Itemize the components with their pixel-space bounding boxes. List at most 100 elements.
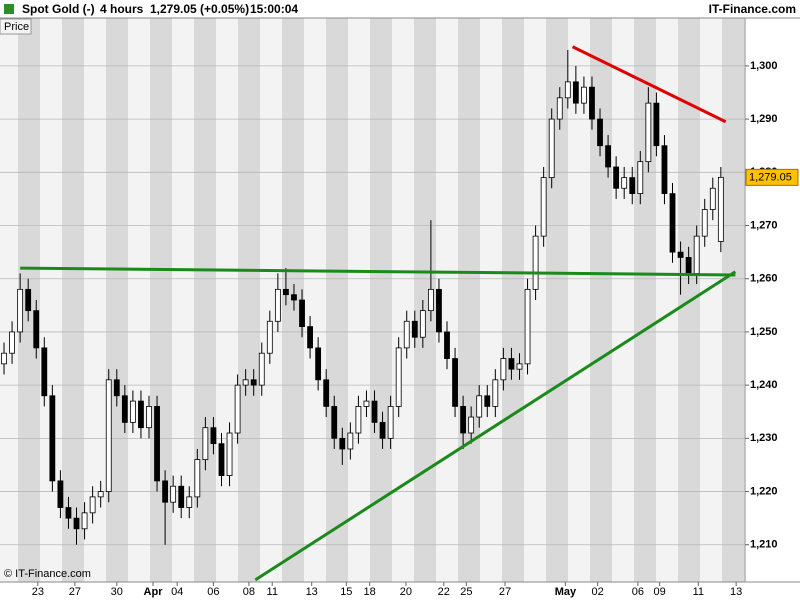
x-tick-label: 22: [438, 586, 450, 598]
candle-body: [138, 400, 144, 429]
y-tick-label: 1,240: [750, 379, 778, 391]
candle-body: [9, 331, 15, 354]
x-tick-label: 18: [364, 586, 376, 598]
candle-body: [154, 406, 160, 482]
candle-body: [444, 331, 450, 359]
candle-body: [283, 288, 289, 296]
plot-area: [0, 18, 745, 582]
candle-body: [589, 86, 595, 120]
candle-body: [178, 485, 185, 508]
candle-body: [508, 358, 515, 370]
x-tick-label: 27: [499, 586, 511, 598]
x-tick-label: 04: [171, 586, 183, 598]
y-tick-label: 1,230: [750, 432, 778, 444]
candle-body: [403, 320, 410, 349]
candle-body: [339, 437, 346, 450]
candle-body: [427, 288, 434, 312]
x-tick-label: 02: [591, 586, 603, 598]
candle-body: [97, 491, 104, 498]
candle-body: [484, 395, 491, 407]
x-tick-label: May: [555, 586, 577, 598]
trendline: [254, 270, 737, 582]
x-tick-label: 11: [693, 586, 704, 598]
candle-body: [121, 395, 128, 423]
candle-body: [532, 235, 539, 290]
candle-body: [291, 294, 297, 301]
candle-body: [274, 288, 281, 322]
candle-body: [25, 288, 32, 312]
candle-body: [41, 347, 48, 397]
interval: 4 hours: [100, 2, 144, 16]
candle-body: [234, 384, 241, 434]
candle-body: [323, 379, 330, 407]
x-tick-label: 23: [32, 586, 44, 598]
candle-body: [73, 517, 80, 530]
candle-body: [500, 358, 507, 381]
x-tick-label: 11: [267, 586, 278, 598]
candle-body: [460, 406, 467, 434]
candle-body: [613, 166, 620, 189]
candle-body: [315, 347, 322, 381]
candle-body: [524, 288, 531, 365]
candle-body: [202, 427, 209, 461]
candle-body: [452, 358, 458, 407]
y-tick-label: 1,210: [750, 539, 778, 551]
candle-body: [57, 480, 64, 508]
x-tick-label: 06: [632, 586, 644, 598]
candle-body: [677, 251, 684, 258]
candle-body: [572, 81, 579, 104]
candle-body: [105, 379, 112, 492]
candle-body: [162, 480, 169, 503]
candle-body: [581, 86, 587, 104]
instrument: Spot Gold (-): [22, 2, 95, 16]
candle-body: [113, 379, 120, 397]
candle-body: [226, 432, 233, 476]
candle-body: [685, 257, 692, 274]
candle-body: [701, 209, 708, 237]
candle-body: [355, 406, 362, 434]
panel-label: Price: [4, 21, 29, 33]
candle-body: [629, 177, 636, 194]
x-tick-label: 25: [460, 586, 472, 598]
last-price-box: [745, 168, 799, 186]
candle-body: [556, 97, 563, 120]
x-tick-label: Apr: [144, 586, 164, 598]
candle-body: [210, 427, 217, 445]
trendline: [571, 45, 727, 124]
y-tick-label: 1,270: [750, 219, 778, 231]
status-icon: [4, 4, 14, 14]
site: IT-Finance.com: [709, 2, 796, 16]
candle-body: [258, 352, 265, 386]
x-tick-label: 13: [306, 586, 318, 598]
candle-body: [242, 379, 249, 386]
x-tick-label: 13: [730, 586, 742, 598]
candle-body: [605, 145, 611, 168]
candle-body: [299, 299, 305, 328]
y-tick-label: 1,300: [750, 60, 778, 72]
candle-body: [81, 512, 88, 530]
candle-body: [1, 352, 7, 365]
x-tick-label: 15: [340, 586, 352, 598]
y-tick-label: 1,260: [750, 273, 778, 285]
candle-body: [65, 507, 72, 519]
candle-body: [540, 177, 547, 237]
candle-body: [476, 395, 483, 418]
x-tick-label: 09: [654, 586, 666, 598]
plot: [0, 45, 745, 582]
candle-body: [363, 400, 370, 407]
last-price-label: 1,279.05: [749, 171, 792, 183]
candle-body: [548, 118, 555, 179]
x-tick-label: 30: [111, 586, 123, 598]
copyright: © IT-Finance.com: [4, 568, 91, 580]
candle-body: [218, 443, 225, 476]
candle-body: [637, 161, 644, 194]
panel-label-box: [0, 18, 32, 35]
x-tick-label: 27: [69, 586, 81, 598]
candle-body: [194, 459, 201, 498]
candle-body: [419, 310, 426, 338]
candle-body: [516, 363, 523, 370]
candle-body: [395, 347, 402, 407]
time: 15:00:04: [250, 2, 298, 16]
candle-body: [146, 406, 152, 429]
